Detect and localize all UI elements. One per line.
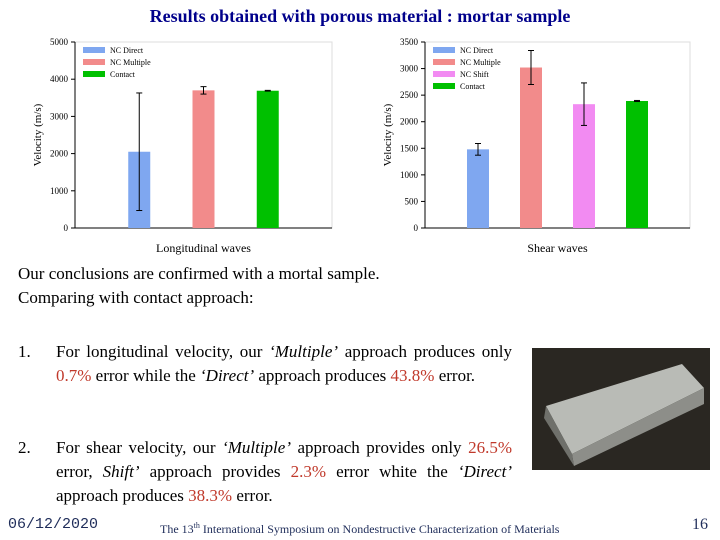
text-segment: ‘Multiple’ [222,438,291,457]
legend-label: NC Direct [460,46,494,55]
text: International Symposium on Nondestructiv… [199,522,560,536]
legend-label: Contact [110,70,136,79]
text-segment: For longitudinal velocity, our [56,342,270,361]
intro: Our conclusions are confirmed with a mor… [18,262,380,310]
y-tick-label: 1000 [50,186,69,196]
item-number: 1. [18,342,31,361]
footer-date: 06/12/2020 [8,516,99,533]
slide-title: Results obtained with porous material : … [149,6,571,26]
text-segment: For shear velocity, our [56,438,223,457]
bar [256,90,279,228]
text-segment: error while the [91,366,200,385]
bar [573,104,595,228]
text-segment: 2.3% [290,462,326,481]
superscript: th [193,521,200,530]
text-segment: ‘Direct’ [200,366,255,385]
intro-line: Our conclusions are confirmed with a mor… [18,264,380,283]
y-axis-label: Velocity (m/s) [32,103,44,166]
y-tick-label: 4000 [50,74,69,84]
y-tick-label: 500 [405,196,419,206]
text-segment: approach produces [254,366,391,385]
text-segment: error. [434,366,476,385]
y-tick-label: 2000 [50,149,69,159]
text: The 13 [160,522,194,536]
chart: 0 1000 2000 3000 4000 5000 Velocity (m/s) Longi… [32,37,333,255]
legend-swatch [433,47,455,53]
legend-swatch [83,47,105,53]
text-segment: 38.3% [188,486,233,505]
y-tick-label: 0 [414,223,419,233]
text-segment: 43.8% [390,366,435,385]
bar [626,100,648,228]
intro-line: Comparing with contact approach: [18,288,254,307]
legend-label: NC Shift [460,70,489,79]
chart: 0 500 1000 1500 2000 2500 3000 3500 Velocity (m/… [382,37,691,255]
text-segment: approach produces only [338,342,512,361]
text-segment: 0.7% [56,366,92,385]
y-tick-label: 3000 [50,111,69,121]
text-segment: error. [232,486,273,505]
text-segment: approach produces [56,486,189,505]
bar [192,90,215,228]
item-text: For shear velocity, our ‘Multiple’ appro… [56,436,512,508]
x-axis-label: Longitudinal waves [156,241,251,255]
legend-label: Contact [460,82,486,91]
legend-swatch [433,83,455,89]
y-tick-label: 1000 [400,170,419,180]
text-segment: 26.5% [468,438,512,457]
y-tick-label: 1500 [400,143,419,153]
footer-conference: The 13th International Symposium on Nond… [160,521,559,537]
y-tick-label: 2000 [400,117,419,127]
text-segment: error white the [326,462,458,481]
text-segment: approach provides [139,462,291,481]
item-number: 2. [18,438,31,457]
x-axis-label: Shear waves [527,241,588,255]
bar [467,149,489,228]
list-item: 2. For shear velocity, our ‘Multiple’ app… [18,436,512,508]
bar [520,67,542,228]
list-item: 1. For longitudinal velocity, our ‘Multip… [18,340,512,388]
y-tick-label: 3000 [400,64,419,74]
page-number: 16 [692,516,708,533]
item-text: For longitudinal velocity, our ‘Multiple… [56,340,512,388]
legend-swatch [433,59,455,65]
text-segment: ‘Direct’ [457,462,512,481]
y-tick-label: 2500 [400,90,419,100]
text-segment: error, [56,462,103,481]
legend-label: NC Multiple [110,58,151,67]
text-segment: Shift’ [102,462,140,481]
y-tick-label: 5000 [50,37,69,47]
text-segment: approach provides only [290,438,469,457]
legend-swatch [433,71,455,77]
mortar-photo [532,348,710,470]
text-segment: ‘Multiple’ [269,342,339,361]
y-tick-label: 3500 [400,37,419,47]
legend-label: NC Multiple [460,58,501,67]
y-tick-label: 0 [64,223,69,233]
y-axis-label: Velocity (m/s) [382,103,394,166]
legend-swatch [83,71,105,77]
legend-swatch [83,59,105,65]
legend-label: NC Direct [110,46,144,55]
